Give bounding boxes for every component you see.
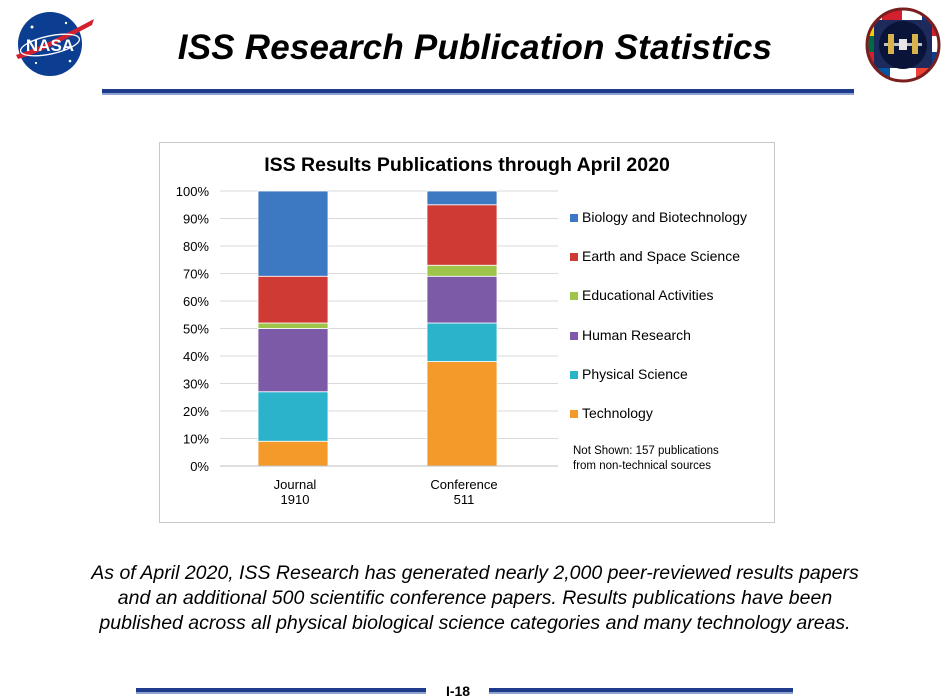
y-tick-label: 20% xyxy=(183,404,209,419)
footer-divider-left xyxy=(136,688,426,694)
chart-note-line-1: Not Shown: 157 publications xyxy=(573,445,719,457)
bar-segment-human-research xyxy=(426,275,498,324)
bar-segment-physical-science xyxy=(257,391,329,442)
bar-segment-technology xyxy=(257,440,329,467)
bar-segment-earth-and-space-science xyxy=(426,204,498,266)
y-tick-label: 30% xyxy=(183,377,209,392)
stacked-bar-chart: 0% 10% 20% 30% 40% 50% 60% 70% 80% 90% 100% Journal… xyxy=(176,184,558,507)
legend-label: Educational Activities xyxy=(582,287,714,304)
chart-title: ISS Results Publications through April 2… xyxy=(264,154,670,176)
x-tick-label: 511 xyxy=(454,492,475,507)
y-tick-label: 80% xyxy=(183,239,209,254)
y-tick-label: 40% xyxy=(183,349,209,364)
legend-item: Earth and Space Science xyxy=(570,248,770,266)
x-tick-label: Journal xyxy=(274,477,317,492)
bar-segment-biology-and-biotechnology xyxy=(426,190,498,206)
footer-divider-right xyxy=(489,688,793,694)
y-tick-label: 60% xyxy=(183,294,209,309)
caption-line-2: and an additional 500 scientific confere… xyxy=(117,587,833,609)
bar-segment-educational-activities xyxy=(257,322,329,329)
x-tick-label: 1910 xyxy=(281,492,310,507)
y-tick-label: 70% xyxy=(183,267,209,282)
y-tick-label: 100% xyxy=(176,184,210,199)
legend-item: Educational Activities xyxy=(570,287,770,305)
nasa-logo-text: NASA xyxy=(26,36,74,55)
legend-label: Earth and Space Science xyxy=(582,248,740,265)
legend-label: Physical Science xyxy=(582,365,688,382)
bar-segment-earth-and-space-science xyxy=(257,275,329,324)
y-tick-label: 90% xyxy=(183,212,209,227)
y-tick-label: 10% xyxy=(183,432,209,447)
legend-swatch xyxy=(570,292,578,301)
legend-label: Human Research xyxy=(582,326,691,343)
chart-note: Not Shown: 157 publications from non-tec… xyxy=(573,444,773,474)
y-tick-label: 50% xyxy=(183,322,209,337)
page-number: I-18 xyxy=(445,683,471,699)
bar-segment-technology xyxy=(426,361,498,467)
nasa-logo: NASA xyxy=(10,9,96,79)
legend-label: Technology xyxy=(582,405,653,421)
legend-item: Physical Science xyxy=(570,366,770,384)
legend-item: Biology and Biotechnology xyxy=(570,209,770,227)
bar-segment-educational-activities xyxy=(426,264,498,277)
legend-swatch xyxy=(570,331,578,340)
legend-swatch xyxy=(570,370,578,379)
page-title: ISS Research Publication Statistics xyxy=(177,28,773,67)
bar-segment-human-research xyxy=(257,328,329,393)
legend-swatch xyxy=(570,253,578,262)
caption-line-3: published across all physical biological… xyxy=(99,612,851,634)
legend-item: Human Research xyxy=(570,327,770,345)
legend-item: Technology xyxy=(570,405,770,423)
legend-label: Biology and Biotechnology xyxy=(582,209,748,225)
x-tick-label: Conference xyxy=(430,477,497,492)
chart-panel: ISS Results Publications through April 2… xyxy=(159,142,775,523)
legend-swatch xyxy=(570,410,578,418)
title-divider xyxy=(102,89,854,95)
legend-swatch xyxy=(570,214,578,222)
slide-caption: As of April 2020, ISS Research has gener… xyxy=(40,561,910,636)
y-tick-label: 0% xyxy=(190,459,209,474)
bar-segment-biology-and-biotechnology xyxy=(257,190,329,277)
chart-note-line-2: from non-technical sources xyxy=(573,460,712,472)
iss-patch-logo xyxy=(862,6,944,84)
bar-segment-physical-science xyxy=(426,322,498,362)
caption-line-1: As of April 2020, ISS Research has gener… xyxy=(91,562,859,584)
